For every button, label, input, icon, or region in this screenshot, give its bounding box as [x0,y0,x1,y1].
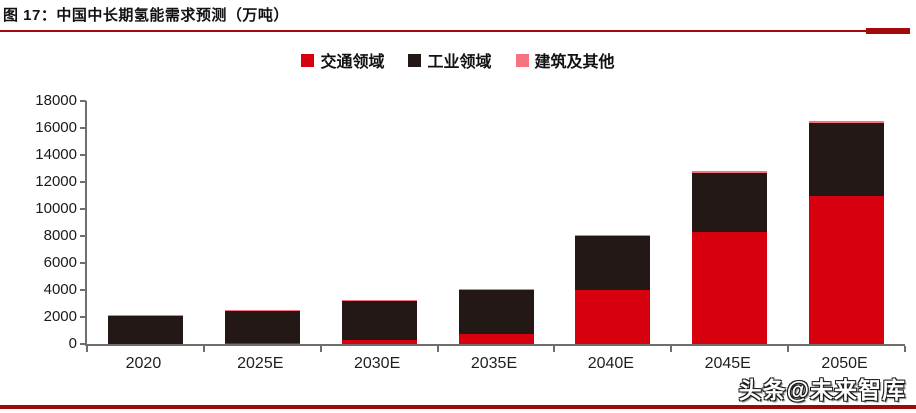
x-axis-tick-label: 2025E [237,355,284,372]
bar-2020 [107,101,183,344]
bar-segment-建筑及其他 [575,234,651,236]
x-axis-tick [319,346,322,352]
bar-segment-交通领域 [458,333,534,344]
plot-area: 0 2000 4000 6000 8000 10000 12000 14000 16000 180… [35,93,906,352]
x-axis-tick-label: 2020 [125,355,162,372]
y-axis-tick-label: 12000 [35,173,77,190]
legend-label: 交通领域 [320,54,385,71]
bar-2045E [692,101,768,344]
bar-segment-建筑及其他 [341,300,417,302]
y-axis-tick [80,208,86,210]
bottom-divider-rule [0,405,916,409]
x-axis-tick [904,346,906,352]
y-axis-tick [80,316,86,318]
x-axis-tick [436,346,439,352]
x-axis-tick-label: 2045E [704,355,751,372]
bar-segment-交通领域 [692,231,768,344]
y-axis-tick [80,289,86,291]
y-axis-tick [80,181,86,183]
bar-segment-工业领域 [107,315,183,344]
legend-label: 工业领域 [427,54,492,71]
y-axis-tick-label: 10000 [35,200,77,217]
bar-2030E [341,101,417,344]
x-axis-tick-label: 2050E [821,355,868,372]
x-axis-tick-label: 2030E [353,355,401,372]
bar-2035E [458,101,534,344]
bar-segment-交通领域 [809,195,885,344]
legend-swatch-icon [301,53,315,67]
y-axis-tick-label: 2000 [43,308,77,325]
y-axis-tick-label: 0 [68,335,77,352]
watermark-text: 头条@未来智库 [738,377,906,403]
bar-segment-建筑及其他 [107,314,183,316]
y-axis-tick [80,235,86,237]
legend-label: 建筑及其他 [534,54,615,71]
y-axis-tick-label: 16000 [35,119,77,136]
y-axis-tick-label: 4000 [43,281,77,298]
legend-swatch-icon [408,53,422,67]
title-divider-rule [0,30,906,32]
bar-segment-交通领域 [575,290,651,344]
x-axis-labels: 2020 2025E 2030E 2035E 2040E 2045E 2050E [85,354,903,374]
bar-segment-工业领域 [341,301,417,340]
y-axis-tick-label: 18000 [35,92,77,109]
bar-segment-交通领域 [341,339,417,344]
x-axis-tick [86,346,88,352]
x-axis-tick [553,346,556,352]
bar-segment-工业领域 [224,310,300,344]
bar-segment-建筑及其他 [809,121,885,124]
bar-segment-工业领域 [458,290,534,334]
chart-legend: 交通领域 工业领域 建筑及其他 [0,48,916,72]
y-axis-tick-label: 8000 [43,227,77,244]
x-axis-tick [670,346,673,352]
bar-2040E [575,101,651,344]
bar-segment-建筑及其他 [458,289,534,290]
legend-item-0: 交通领域 [301,48,384,72]
y-axis-tick-label: 14000 [35,146,77,163]
y-axis-tick [80,343,86,345]
legend-item-2: 建筑及其他 [515,48,615,72]
y-axis-tick-label: 6000 [43,254,77,271]
y-axis-tick [80,154,86,156]
bar-segment-工业领域 [809,123,885,196]
bar-segment-交通领域 [224,343,300,344]
bar-segment-工业领域 [575,236,651,290]
x-axis-tick-label: 2035E [470,355,518,372]
bar-segment-建筑及其他 [224,309,300,311]
legend-swatch-icon [515,53,529,67]
bar-segment-建筑及其他 [692,171,768,173]
legend-item-1: 工业领域 [408,48,492,72]
bar-segment-工业领域 [692,172,768,232]
bar-2025E [224,101,300,344]
x-axis-tick [787,346,790,352]
y-axis-tick [80,100,86,102]
x-axis-tick-label: 2040E [587,355,634,372]
x-axis-tick [202,346,205,352]
y-axis-tick [80,127,86,129]
y-axis-tick [80,262,86,264]
figure-title: 图 17：中国中长期氢能需求预测（万吨） [3,7,289,24]
title-divider-rule-cap [866,28,910,34]
bar-2050E [809,101,885,344]
